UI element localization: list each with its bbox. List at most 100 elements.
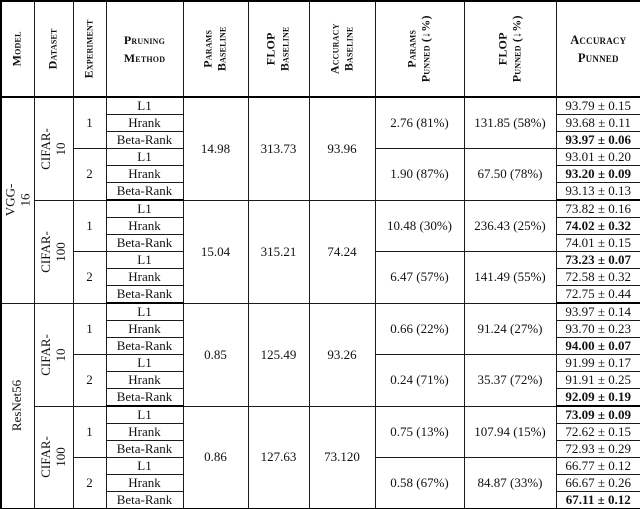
col-header-accuracy-baseline-label: Accuracy Baseline xyxy=(327,23,355,75)
method-cell: Beta-Rank xyxy=(105,131,184,149)
flop-pruned-value: 131.85 (58%) xyxy=(463,96,557,149)
col-header-experiment-label: Experiment xyxy=(81,19,96,79)
accuracy-pruned-value: 94.00 ± 0.07 xyxy=(555,337,640,355)
col-header-experiment: Experiment xyxy=(72,0,107,98)
table-row: Beta-Rank 72.75 ± 0.44 xyxy=(1,285,640,304)
params-pruned-value: 0.58 (67%) xyxy=(374,457,465,509)
params-pruned-value: 10.48 (30%) xyxy=(374,199,465,252)
col-header-accuracy-pruned-label: Accuracy Punned xyxy=(570,33,627,65)
params-baseline-value: 0.85 xyxy=(182,302,249,407)
col-header-flop-baseline: FLOP Baseline xyxy=(247,0,310,98)
accuracy-pruned-value: 93.20 ± 0.09 xyxy=(555,165,640,183)
table-row: Beta-Rank 93.13 ± 0.13 xyxy=(1,182,640,201)
accuracy-baseline-value: 93.96 xyxy=(308,96,376,201)
table-row: Beta-Rank 92.09 ± 0.19 xyxy=(1,388,640,407)
flop-baseline-value: 127.63 xyxy=(247,405,310,509)
table-row: 2 L1 0.58 (67%) 84.87 (33%) 66.77 ± 0.12 xyxy=(1,457,640,509)
params-pruned-value: 2.76 (81%) xyxy=(374,96,465,149)
flop-pruned-value: 141.49 (55%) xyxy=(463,251,557,304)
method-cell: Hrank xyxy=(105,371,184,389)
method-cell: Beta-Rank xyxy=(105,388,184,407)
col-header-pruning-method: Pruning Method xyxy=(105,0,184,98)
col-header-model-label: Model xyxy=(9,31,24,67)
col-header-accuracy-baseline: Accuracy Baseline xyxy=(308,0,376,98)
table-row: 2 L1 0.24 (71%) 35.37 (72%) 91.99 ± 0.17 xyxy=(1,354,640,407)
accuracy-pruned-value: 93.13 ± 0.13 xyxy=(555,182,640,201)
experiment-number: 1 xyxy=(72,199,107,252)
experiment-number: 1 xyxy=(72,405,107,458)
table-row: Hrank 93.70 ± 0.23 xyxy=(1,320,640,338)
method-cell: Hrank xyxy=(105,114,184,132)
method-cell: L1 xyxy=(105,148,184,166)
col-header-params-baseline: Params Baseline xyxy=(182,0,249,98)
model-label: VGG-16 xyxy=(0,96,35,304)
flop-pruned-value: 107.94 (15%) xyxy=(463,405,557,458)
accuracy-baseline-value: 73.120 xyxy=(308,405,376,509)
params-pruned-value: 0.24 (71%) xyxy=(374,354,465,407)
col-header-params-pruned-label: Params Punned (↓%) xyxy=(404,15,433,83)
dataset-label: CIFAR-10 xyxy=(33,302,74,407)
col-header-dataset: Dataset xyxy=(33,0,74,98)
accuracy-pruned-value: 91.91 ± 0.25 xyxy=(555,371,640,389)
method-cell: Beta-Rank xyxy=(105,440,184,458)
accuracy-pruned-value: 73.82 ± 0.16 xyxy=(555,199,640,218)
accuracy-pruned-value: 92.09 ± 0.19 xyxy=(555,388,640,407)
method-cell: L1 xyxy=(105,457,184,475)
table-row: Hrank 93.20 ± 0.09 xyxy=(1,165,640,183)
method-cell: Hrank xyxy=(105,423,184,441)
table-row: Hrank 91.91 ± 0.25 xyxy=(1,371,640,389)
accuracy-baseline-value: 93.26 xyxy=(308,302,376,407)
table-row: VGG-16 CIFAR-10 1 L1 14.98 313.73 93.96 … xyxy=(0,96,640,304)
col-header-dataset-label: Dataset xyxy=(45,28,60,70)
experiment-number: 1 xyxy=(72,96,107,149)
col-header-params-pruned: Params Punned (↓%) xyxy=(374,0,465,98)
table-row: Hrank 66.67 ± 0.26 xyxy=(1,474,640,492)
col-header-flop-baseline-label: FLOP Baseline xyxy=(263,26,292,72)
accuracy-pruned-value: 93.97 ± 0.06 xyxy=(555,131,640,149)
dataset-label: CIFAR-10 xyxy=(33,96,74,201)
col-header-flop-pruned: FLOP Punned (↓%) xyxy=(463,0,557,98)
method-cell: Beta-Rank xyxy=(105,182,184,201)
experiment-number: 1 xyxy=(72,302,107,355)
method-cell: L1 xyxy=(105,302,184,321)
col-header-pruning-method-label: Pruning Method xyxy=(123,33,166,65)
params-pruned-value: 0.66 (22%) xyxy=(374,302,465,355)
method-cell: Hrank xyxy=(105,474,184,492)
model-label: ResNet56 xyxy=(0,302,35,509)
flop-baseline-value: 313.73 xyxy=(247,96,310,201)
flop-pruned-value: 35.37 (72%) xyxy=(463,354,557,407)
flop-baseline-value: 125.49 xyxy=(247,302,310,407)
accuracy-pruned-value: 72.58 ± 0.32 xyxy=(555,268,640,286)
accuracy-pruned-value: 72.62 ± 0.15 xyxy=(555,423,640,441)
method-cell: Hrank xyxy=(105,268,184,286)
method-cell: L1 xyxy=(105,251,184,269)
accuracy-pruned-value: 72.93 ± 0.29 xyxy=(555,440,640,458)
experiment-number: 2 xyxy=(72,354,107,407)
table-row: CIFAR-100 1 L1 15.04 315.21 74.24 10.48 … xyxy=(1,199,640,304)
method-cell: Hrank xyxy=(105,165,184,183)
accuracy-pruned-value: 91.99 ± 0.17 xyxy=(555,354,640,372)
params-pruned-value: 1.90 (87%) xyxy=(374,148,465,201)
table-row: ResNet56 CIFAR-10 1 L1 0.85 125.49 93.26… xyxy=(0,302,640,509)
accuracy-pruned-value: 73.09 ± 0.09 xyxy=(555,405,640,424)
accuracy-pruned-value: 72.75 ± 0.44 xyxy=(555,285,640,304)
table-row: Hrank 74.02 ± 0.32 xyxy=(1,217,640,235)
col-header-params-baseline-label: Params Baseline xyxy=(200,26,229,72)
table-row: Hrank 72.58 ± 0.32 xyxy=(1,268,640,286)
flop-baseline-value: 315.21 xyxy=(247,199,310,304)
method-cell: Hrank xyxy=(105,320,184,338)
params-baseline-value: 0.86 xyxy=(182,405,249,509)
flop-pruned-value: 84.87 (33%) xyxy=(463,457,557,509)
accuracy-pruned-value: 93.97 ± 0.14 xyxy=(555,302,640,321)
accuracy-pruned-value: 66.67 ± 0.26 xyxy=(555,474,640,492)
method-cell: Beta-Rank xyxy=(105,491,184,509)
method-cell: L1 xyxy=(105,354,184,372)
table-row: Beta-Rank 74.01 ± 0.15 xyxy=(1,234,640,252)
accuracy-pruned-value: 66.77 ± 0.12 xyxy=(555,457,640,475)
dataset-label: CIFAR-100 xyxy=(33,199,74,304)
accuracy-pruned-value: 74.02 ± 0.32 xyxy=(555,217,640,235)
accuracy-pruned-value: 93.79 ± 0.15 xyxy=(555,96,640,115)
experiment-number: 2 xyxy=(72,251,107,304)
col-header-model: Model xyxy=(0,0,35,98)
